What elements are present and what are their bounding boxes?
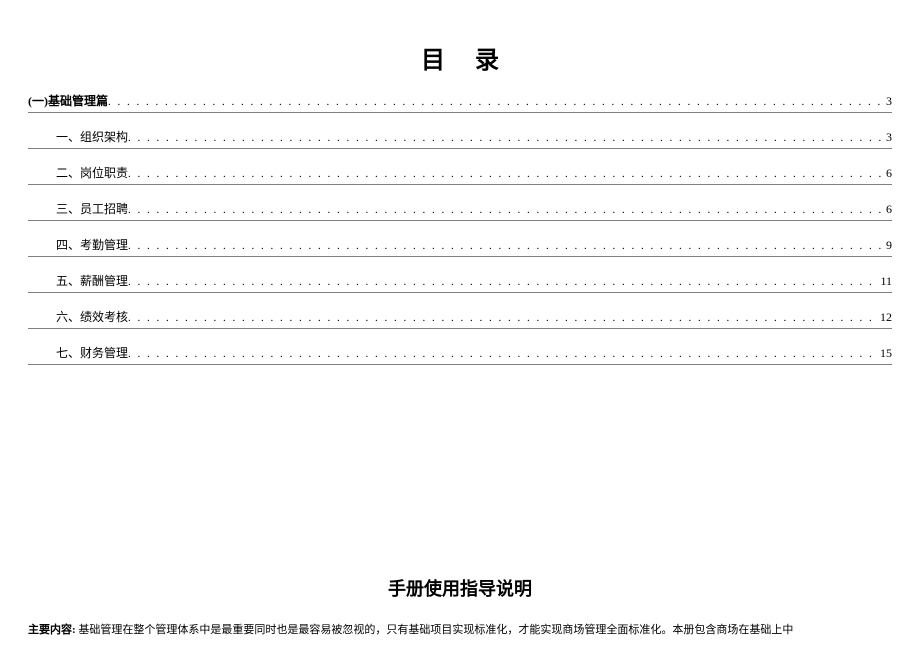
toc-label: 四、考勤管理 [56, 239, 128, 251]
toc-row: 二、岗位职责. . . . . . . . . . . . . . . . . … [28, 167, 892, 185]
toc-label: 五、薪酬管理 [56, 275, 128, 287]
toc-row: 三、员工招聘. . . . . . . . . . . . . . . . . … [28, 203, 892, 221]
toc-page: 6 [884, 203, 892, 215]
toc-dots: . . . . . . . . . . . . . . . . . . . . … [128, 241, 884, 252]
guide-title: 手册使用指导说明 [28, 575, 892, 601]
toc-page: 6 [884, 167, 892, 179]
guide-body-line: 主要内容: 基础管理在整个管理体系中是最重要同时也是最容易被忽视的，只有基础项目… [28, 623, 892, 638]
toc-label: 三、员工招聘 [56, 203, 128, 215]
toc-dots: . . . . . . . . . . . . . . . . . . . . … [128, 349, 878, 360]
toc-page: 15 [878, 347, 892, 359]
toc-dots: . . . . . . . . . . . . . . . . . . . . … [128, 169, 884, 180]
toc-container: (一)基础管理篇. . . . . . . . . . . . . . . . … [28, 95, 892, 365]
toc-label: 六、绩效考核 [56, 311, 128, 323]
toc-dots: . . . . . . . . . . . . . . . . . . . . … [128, 133, 884, 144]
guide-body-text: 基础管理在整个管理体系中是最重要同时也是最容易被忽视的，只有基础项目实现标准化，… [76, 624, 794, 636]
toc-dots: . . . . . . . . . . . . . . . . . . . . … [128, 205, 884, 216]
toc-dots: . . . . . . . . . . . . . . . . . . . . … [128, 313, 878, 324]
toc-title: 目录 [28, 40, 892, 75]
toc-dots: . . . . . . . . . . . . . . . . . . . . … [108, 97, 884, 108]
toc-page: 3 [884, 131, 892, 143]
toc-row: (一)基础管理篇. . . . . . . . . . . . . . . . … [28, 95, 892, 113]
toc-row: 四、考勤管理. . . . . . . . . . . . . . . . . … [28, 239, 892, 257]
toc-page: 9 [884, 239, 892, 251]
guide-body-lead: 主要内容: [28, 624, 76, 636]
toc-label: 一、组织架构 [56, 131, 128, 143]
toc-label: 七、财务管理 [56, 347, 128, 359]
toc-page: 12 [878, 311, 892, 323]
toc-row: 六、绩效考核. . . . . . . . . . . . . . . . . … [28, 311, 892, 329]
toc-row: 七、财务管理. . . . . . . . . . . . . . . . . … [28, 347, 892, 365]
toc-page: 3 [884, 95, 892, 107]
toc-dots: . . . . . . . . . . . . . . . . . . . . … [128, 277, 878, 288]
toc-label: (一)基础管理篇 [28, 95, 108, 107]
toc-row: 五、薪酬管理. . . . . . . . . . . . . . . . . … [28, 275, 892, 293]
toc-page: 11 [878, 275, 892, 287]
toc-label: 二、岗位职责 [56, 167, 128, 179]
toc-row: 一、组织架构. . . . . . . . . . . . . . . . . … [28, 131, 892, 149]
